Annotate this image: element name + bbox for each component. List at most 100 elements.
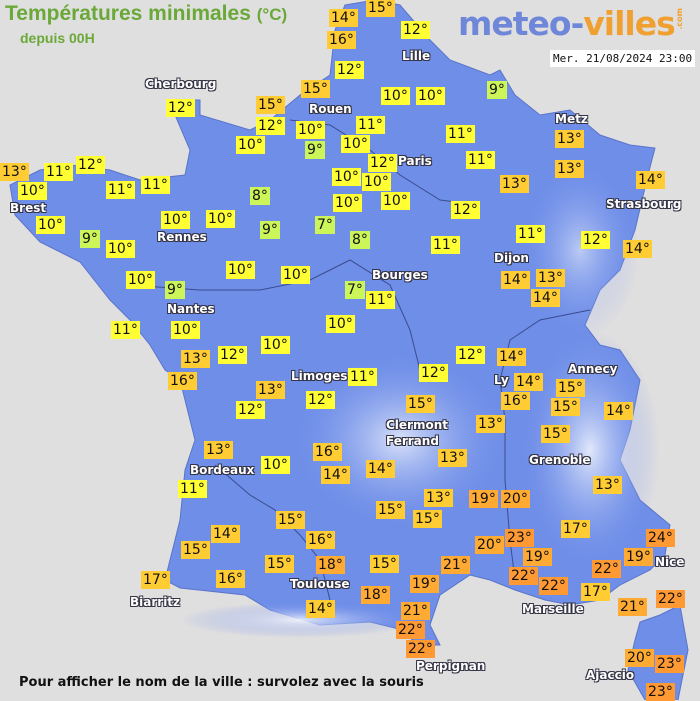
temperature-badge[interactable]: 8° [250, 187, 270, 205]
temperature-badge[interactable]: 21° [618, 598, 647, 616]
temperature-badge[interactable]: 12° [581, 231, 610, 249]
temperature-badge[interactable]: 8° [350, 231, 370, 249]
temperature-badge[interactable]: 14° [623, 240, 652, 258]
temperature-badge[interactable]: 10° [18, 182, 47, 200]
temperature-badge[interactable]: 16° [216, 570, 245, 588]
temperature-badge[interactable]: 12° [256, 117, 285, 135]
temperature-badge[interactable]: 13° [500, 175, 529, 193]
temperature-badge[interactable]: 11° [446, 125, 475, 143]
temperature-badge[interactable]: 10° [106, 240, 135, 258]
temperature-badge[interactable]: 11° [178, 480, 207, 498]
temperature-badge[interactable]: 15° [541, 425, 570, 443]
temperature-badge[interactable]: 13° [555, 160, 584, 178]
temperature-badge[interactable]: 10° [261, 336, 290, 354]
temperature-badge[interactable]: 13° [424, 489, 453, 507]
temperature-badge[interactable]: 11° [356, 116, 385, 134]
city-label[interactable]: Dijon [494, 251, 529, 265]
temperature-badge[interactable]: 15° [406, 395, 435, 413]
temperature-badge[interactable]: 12° [236, 401, 265, 419]
temperature-badge[interactable]: 14° [636, 171, 665, 189]
temperature-badge[interactable]: 11° [466, 151, 495, 169]
temperature-badge[interactable]: 23° [505, 529, 534, 547]
city-label[interactable]: Nice [655, 555, 685, 569]
temperature-badge[interactable]: 14° [366, 460, 395, 478]
temperature-badge[interactable]: 15° [276, 511, 305, 529]
temperature-badge[interactable]: 11° [111, 321, 140, 339]
temperature-badge[interactable]: 10° [206, 210, 235, 228]
temperature-badge[interactable]: 11° [106, 181, 135, 199]
temperature-badge[interactable]: 10° [381, 87, 410, 105]
temperature-badge[interactable]: 14° [514, 373, 543, 391]
temperature-badge[interactable]: 10° [381, 192, 410, 210]
temperature-badge[interactable]: 15° [265, 555, 294, 573]
temperature-badge[interactable]: 23° [646, 683, 675, 701]
temperature-badge[interactable]: 11° [366, 291, 395, 309]
temperature-badge[interactable]: 15° [370, 555, 399, 573]
temperature-badge[interactable]: 15° [413, 510, 442, 528]
temperature-badge[interactable]: 22° [592, 560, 621, 578]
temperature-badge[interactable]: 10° [236, 136, 265, 154]
temperature-badge[interactable]: 19° [469, 490, 498, 508]
temperature-badge[interactable]: 22° [396, 621, 425, 639]
temperature-badge[interactable]: 18° [361, 586, 390, 604]
city-label[interactable]: Ajaccio [586, 668, 635, 682]
temperature-badge[interactable]: 10° [226, 261, 255, 279]
temperature-badge[interactable]: 20° [475, 536, 504, 554]
temperature-badge[interactable]: 12° [451, 201, 480, 219]
temperature-badge[interactable]: 19° [523, 548, 552, 566]
temperature-badge[interactable]: 14° [604, 402, 633, 420]
temperature-badge[interactable]: 12° [335, 61, 364, 79]
temperature-badge[interactable]: 10° [126, 271, 155, 289]
temperature-badge[interactable]: 10° [416, 87, 445, 105]
temperature-badge[interactable]: 17° [581, 583, 610, 601]
temperature-badge[interactable]: 15° [556, 379, 585, 397]
temperature-badge[interactable]: 15° [366, 0, 395, 17]
temperature-badge[interactable]: 7° [345, 281, 365, 299]
city-label[interactable]: Grenoble [529, 453, 591, 467]
city-label[interactable]: Nantes [167, 302, 215, 316]
temperature-badge[interactable]: 15° [301, 80, 330, 98]
city-label[interactable]: Metz [555, 112, 588, 126]
temperature-badge[interactable]: 14° [531, 289, 560, 307]
temperature-badge[interactable]: 12° [456, 346, 485, 364]
city-label[interactable]: Strasbourg [606, 197, 682, 211]
city-label[interactable]: Limoges [291, 369, 348, 383]
temperature-badge[interactable]: 15° [551, 398, 580, 416]
temperature-badge[interactable]: 21° [441, 556, 470, 574]
temperature-badge[interactable]: 12° [166, 99, 195, 117]
temperature-badge[interactable]: 9° [80, 230, 100, 248]
city-label[interactable]: Ferrand [386, 434, 439, 448]
temperature-badge[interactable]: 24° [646, 529, 675, 547]
temperature-badge[interactable]: 23° [655, 655, 684, 673]
temperature-badge[interactable]: 19° [410, 575, 439, 593]
temperature-badge[interactable]: 12° [419, 364, 448, 382]
temperature-badge[interactable]: 13° [476, 415, 505, 433]
temperature-badge[interactable]: 15° [256, 96, 285, 114]
temperature-badge[interactable]: 9° [305, 141, 325, 159]
city-label[interactable]: Bourges [372, 268, 428, 282]
temperature-badge[interactable]: 12° [368, 154, 397, 172]
city-label[interactable]: Cherbourg [145, 77, 217, 91]
temperature-badge[interactable]: 10° [281, 266, 310, 284]
city-label[interactable]: Biarritz [130, 595, 181, 609]
temperature-badge[interactable]: 10° [171, 321, 200, 339]
temperature-badge[interactable]: 13° [536, 269, 565, 287]
city-label[interactable]: Perpignan [416, 659, 486, 673]
temperature-badge[interactable]: 22° [539, 577, 568, 595]
temperature-badge[interactable]: 12° [306, 391, 335, 409]
temperature-badge[interactable]: 16° [168, 372, 197, 390]
temperature-badge[interactable]: 13° [438, 449, 467, 467]
temperature-badge[interactable]: 19° [624, 548, 653, 566]
temperature-badge[interactable]: 10° [326, 315, 355, 333]
city-label[interactable]: Rennes [157, 230, 207, 244]
temperature-badge[interactable]: 14° [211, 525, 240, 543]
temperature-badge[interactable]: 13° [593, 476, 622, 494]
temperature-badge[interactable]: 21° [401, 602, 430, 620]
temperature-badge[interactable]: 13° [181, 350, 210, 368]
city-label[interactable]: Bordeaux [190, 463, 255, 477]
temperature-badge[interactable]: 9° [487, 81, 507, 99]
temperature-badge[interactable]: 20° [501, 490, 530, 508]
temperature-badge[interactable]: 14° [306, 600, 335, 618]
temperature-badge[interactable]: 18° [316, 556, 345, 574]
temperature-badge[interactable]: 20° [625, 649, 654, 667]
